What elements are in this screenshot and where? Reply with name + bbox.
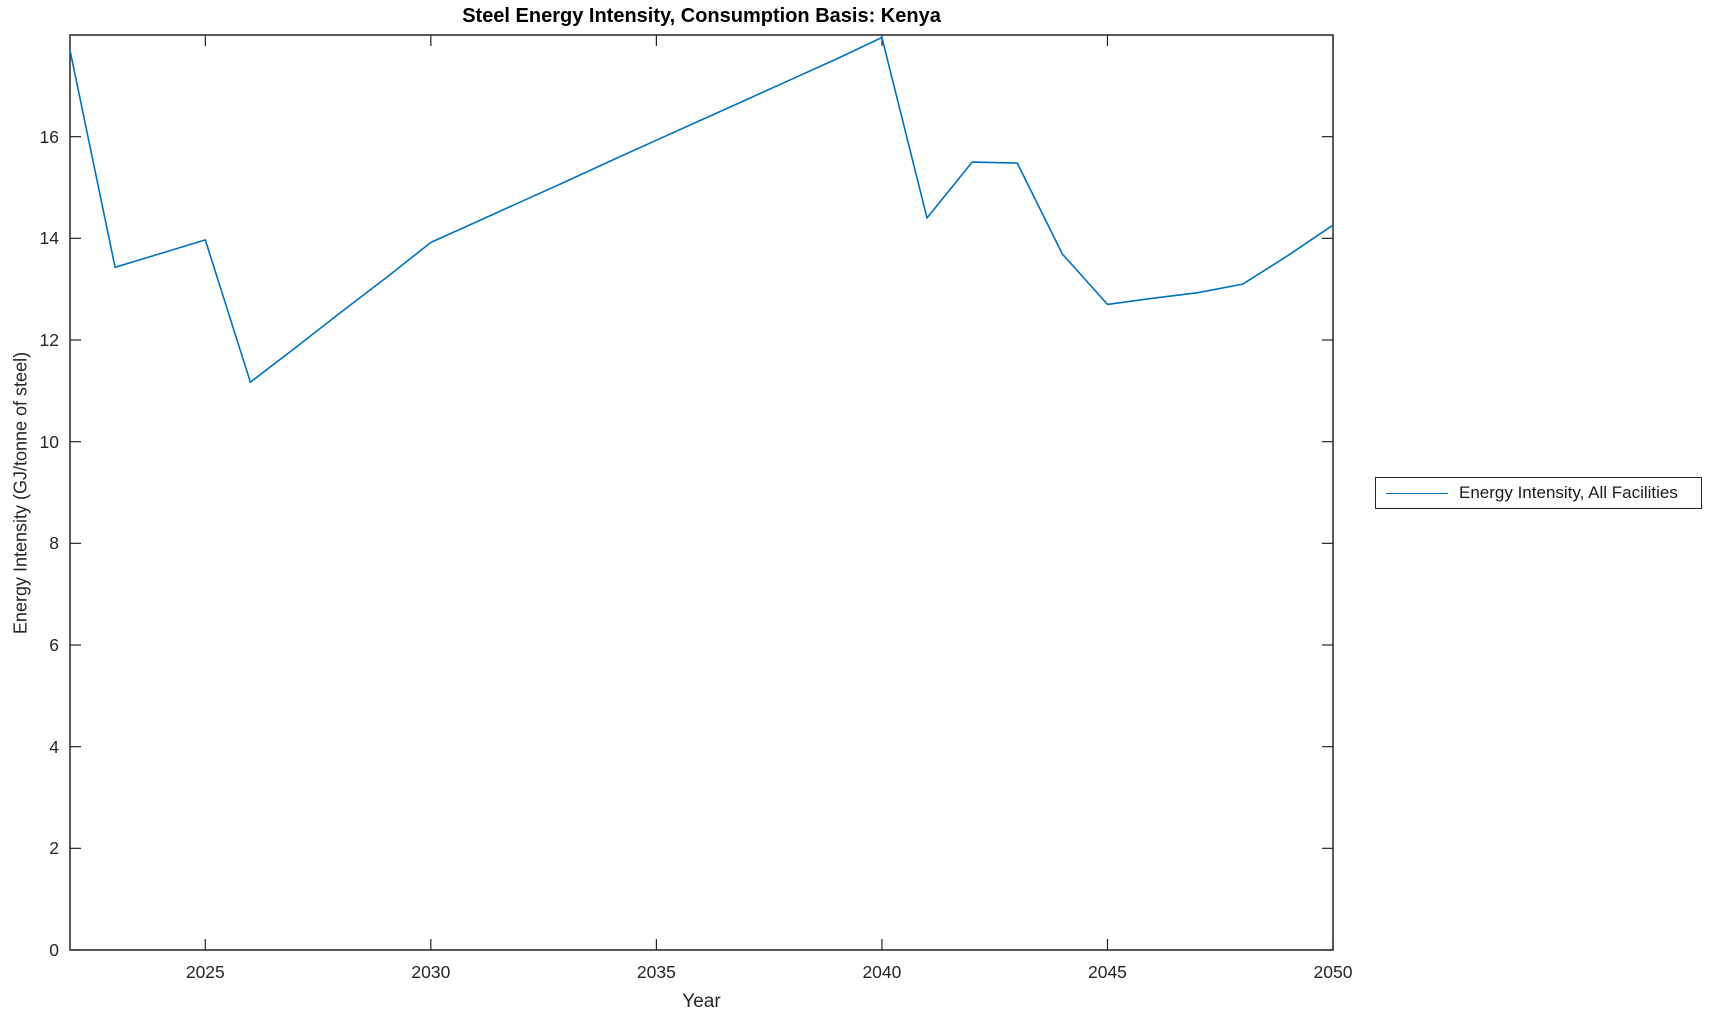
y-tick-label: 16 bbox=[39, 126, 59, 147]
y-tick-label: 12 bbox=[39, 330, 59, 350]
y-tick-label: 14 bbox=[39, 228, 59, 249]
y-tick-label: 8 bbox=[49, 533, 59, 554]
legend: Energy Intensity, All Facilities bbox=[1375, 477, 1702, 509]
y-tick-label: 2 bbox=[49, 838, 59, 859]
axes-box bbox=[69, 34, 1334, 951]
legend-entry-label: Energy Intensity, All Facilities bbox=[1459, 483, 1678, 502]
chart-title: Steel Energy Intensity, Consumption Basi… bbox=[462, 5, 941, 27]
y-tick-label: 4 bbox=[49, 736, 59, 757]
legend-line-sample-icon bbox=[1386, 492, 1448, 494]
x-tick-label: 2030 bbox=[411, 962, 451, 982]
x-tick-label: 2045 bbox=[1087, 962, 1127, 982]
y-tick-label: 10 bbox=[39, 431, 59, 452]
y-tick-label: 6 bbox=[49, 635, 59, 655]
y-tick-label: 0 bbox=[49, 940, 59, 960]
x-tick-label: 2035 bbox=[636, 962, 676, 982]
x-tick-label: 2040 bbox=[862, 962, 902, 982]
x-tick-label: 2025 bbox=[185, 962, 225, 982]
x-axis-label: Year bbox=[682, 991, 721, 1012]
series-line bbox=[69, 36, 1334, 384]
x-tick-label: 2050 bbox=[1313, 962, 1353, 982]
